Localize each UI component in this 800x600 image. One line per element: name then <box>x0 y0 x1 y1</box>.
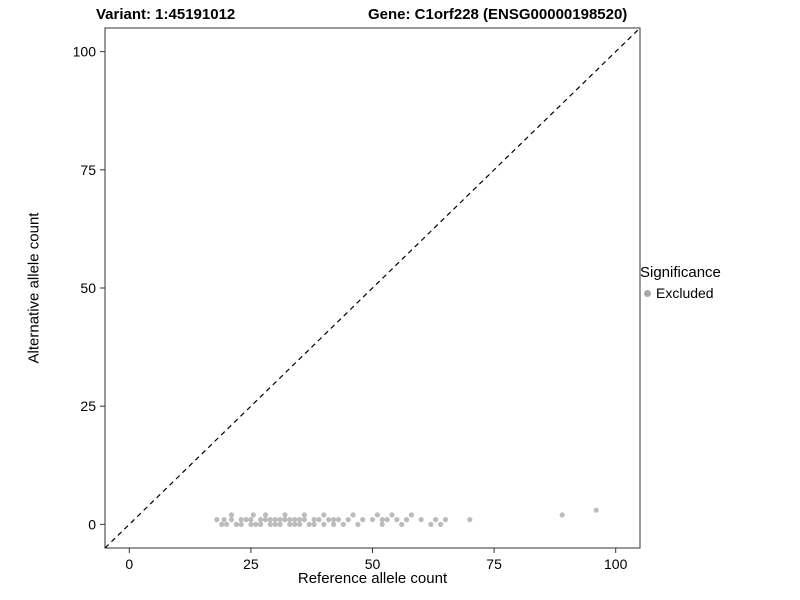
data-point <box>321 521 327 527</box>
data-point <box>258 517 264 523</box>
data-point <box>262 512 269 518</box>
data-point <box>330 517 337 523</box>
data-point <box>296 517 303 523</box>
legend-item-label: Excluded <box>656 285 714 301</box>
data-point <box>287 517 293 523</box>
data-point <box>219 521 225 527</box>
data-point <box>428 521 434 527</box>
legend-title: Significance <box>640 264 721 281</box>
data-point <box>389 512 395 518</box>
data-point <box>379 517 385 523</box>
legend-point-icon <box>644 289 651 297</box>
data-point <box>287 521 293 527</box>
data-point <box>311 521 317 527</box>
data-point <box>399 521 405 527</box>
data-point <box>340 521 346 527</box>
data-point <box>311 517 317 523</box>
data-point <box>360 517 366 523</box>
data-point <box>292 521 298 527</box>
data-point <box>301 517 308 523</box>
data-point <box>292 517 298 523</box>
data-point <box>394 517 400 523</box>
data-point <box>418 517 424 523</box>
y-tick-label: 25 <box>80 398 96 414</box>
data-point <box>306 521 312 527</box>
legend-item: Excluded <box>640 285 721 301</box>
variant-title: Variant: 1:45191012 <box>96 6 236 23</box>
data-point <box>316 517 322 523</box>
data-point <box>433 517 439 523</box>
data-point <box>243 517 249 523</box>
data-point <box>267 521 273 527</box>
data-point <box>593 507 599 513</box>
data-point <box>214 517 220 523</box>
y-tick-label: 100 <box>73 44 97 60</box>
data-point <box>233 521 239 527</box>
data-point <box>272 517 278 523</box>
data-point <box>403 517 410 523</box>
x-tick-label: 100 <box>604 556 628 572</box>
data-point <box>345 517 351 523</box>
data-point <box>282 517 288 523</box>
data-point <box>559 512 565 518</box>
data-point <box>262 517 269 523</box>
data-point <box>277 521 283 527</box>
x-tick-label: 25 <box>243 556 259 572</box>
data-point <box>223 521 230 527</box>
data-point <box>253 521 259 527</box>
y-tick-label: 50 <box>80 280 96 296</box>
data-point <box>335 517 342 523</box>
x-tick-label: 75 <box>486 556 502 572</box>
data-point <box>258 521 264 527</box>
data-point <box>374 512 380 518</box>
data-point <box>326 517 332 523</box>
data-point <box>442 517 449 523</box>
data-point <box>437 521 444 527</box>
data-point <box>321 512 327 518</box>
data-point <box>272 521 278 527</box>
y-tick-label: 0 <box>88 516 96 532</box>
data-point <box>267 517 273 523</box>
data-point <box>228 512 235 518</box>
data-point <box>355 521 361 527</box>
y-axis-title: Alternative allele count <box>25 212 43 364</box>
data-point <box>238 517 244 523</box>
gene-title: Gene: C1orf228 (ENSG00000198520) <box>368 6 628 23</box>
data-point <box>228 517 235 523</box>
data-point <box>282 512 288 518</box>
data-point <box>408 512 415 518</box>
y-tick-label: 75 <box>80 162 96 178</box>
data-point <box>379 521 385 527</box>
data-point <box>384 517 390 523</box>
x-tick-label: 0 <box>125 556 133 572</box>
x-axis-title: Reference allele count <box>297 570 448 587</box>
data-point <box>467 517 473 523</box>
data-point <box>369 517 376 523</box>
data-point <box>277 517 283 523</box>
identity-line <box>104 27 641 549</box>
data-point <box>248 521 254 527</box>
x-tick-label: 50 <box>365 556 381 572</box>
legend: Significance Excluded <box>640 264 721 301</box>
data-point <box>238 521 244 527</box>
data-point <box>330 521 337 527</box>
data-point <box>301 512 308 518</box>
data-point <box>250 512 256 518</box>
data-point <box>296 521 303 527</box>
data-point <box>221 517 227 523</box>
data-point <box>248 517 254 523</box>
data-point <box>350 512 356 518</box>
